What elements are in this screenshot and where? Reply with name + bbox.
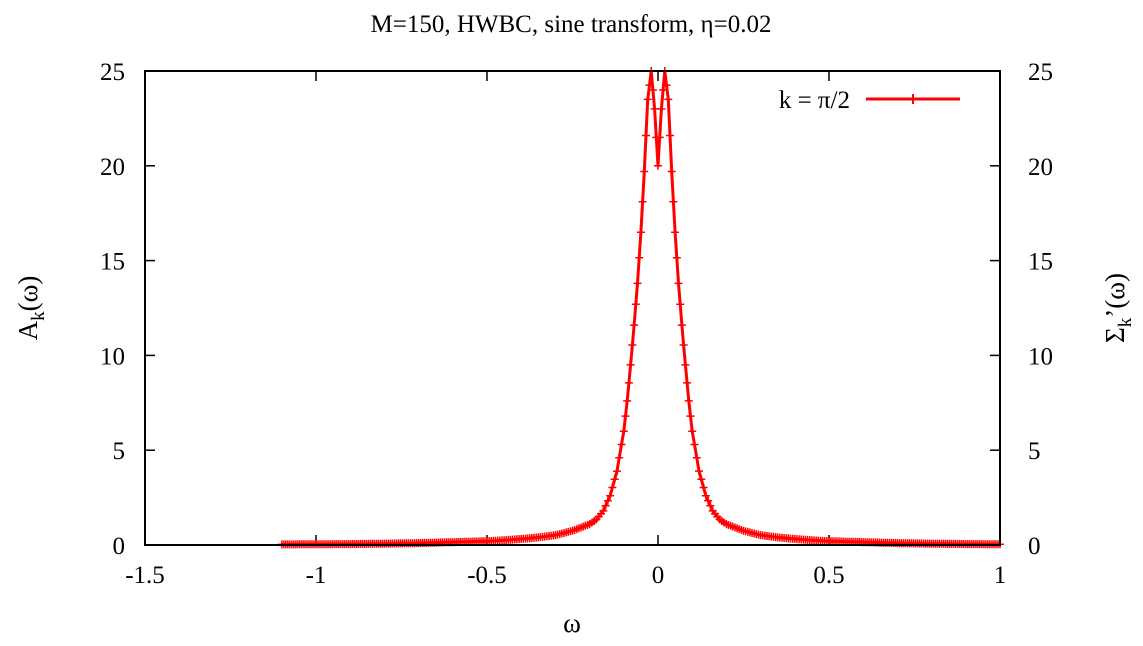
data-point <box>679 341 688 349</box>
data-point <box>666 131 674 140</box>
plot-frame <box>144 70 1001 546</box>
data-point <box>688 427 697 436</box>
y-tick-labels-left: 0 5 10 15 20 25 <box>100 59 125 560</box>
data-point <box>640 167 649 176</box>
x-tick-label: 0.5 <box>813 562 844 589</box>
data-point <box>695 467 703 476</box>
data-point <box>636 228 645 237</box>
tick-marks <box>144 70 1001 546</box>
data-point <box>610 475 619 484</box>
data-point <box>626 360 635 369</box>
data-point <box>648 86 657 94</box>
x-tick-label: -1 <box>306 562 327 589</box>
y-tick-label-right: 15 <box>1028 249 1053 276</box>
y-axis-label-right-tail: ’(ω) <box>1100 273 1130 318</box>
y-axis-label-right-sub: k <box>1115 317 1136 327</box>
data-point <box>608 483 617 492</box>
data-point <box>630 321 639 330</box>
data-point <box>643 95 652 104</box>
data-point <box>617 440 626 449</box>
data-point <box>654 161 662 170</box>
data-point <box>697 475 706 484</box>
data-point <box>635 253 644 262</box>
x-tick-label: -1.5 <box>125 562 165 589</box>
data-point <box>664 95 673 104</box>
x-tick-label: 1 <box>994 562 1007 589</box>
data-point <box>631 300 640 309</box>
x-tick-labels: -1.5 -1 -0.5 0 0.5 1 <box>125 562 1006 589</box>
data-point <box>677 321 686 330</box>
data-point <box>615 453 624 462</box>
x-axis-label: ω <box>563 608 581 638</box>
data-point <box>704 496 713 505</box>
y-axis-label-left-sub: k <box>28 311 49 321</box>
y-tick-label-left: 15 <box>100 249 125 276</box>
data-point <box>692 453 701 462</box>
data-point <box>686 412 695 421</box>
y-tick-label-left: 20 <box>100 154 125 181</box>
y-axis-label-left-tail: (ω) <box>13 276 43 312</box>
data-point <box>683 378 692 387</box>
x-tick-label: 0 <box>652 562 665 589</box>
data-point <box>603 496 612 505</box>
data-point <box>628 341 637 349</box>
y-tick-label-right: 10 <box>1028 343 1053 370</box>
y-tick-label-left: 10 <box>100 343 125 370</box>
y-tick-label-left: 0 <box>113 533 126 560</box>
data-point <box>662 81 671 90</box>
data-point <box>681 360 690 369</box>
data-point <box>650 104 659 113</box>
legend: k = π/2 <box>779 87 960 114</box>
y-tick-label-right: 0 <box>1028 533 1041 560</box>
y-axis-label-left-main: A <box>13 320 43 340</box>
data-point <box>699 483 708 492</box>
data-point <box>633 279 642 288</box>
data-point <box>638 197 647 206</box>
data-point <box>672 253 681 262</box>
data-point <box>599 506 608 515</box>
y-axis-label-left: Ak(ω) <box>13 276 49 341</box>
data-point <box>655 133 664 142</box>
data-point <box>624 378 633 387</box>
y-tick-label-right: 20 <box>1028 154 1053 181</box>
data-point <box>657 104 666 113</box>
series-group <box>277 67 1004 549</box>
data-point <box>684 396 693 405</box>
data-point <box>671 228 680 237</box>
y-tick-label-left: 5 <box>113 438 126 465</box>
data-point <box>669 197 678 206</box>
data-point <box>645 81 654 90</box>
data-point <box>690 440 699 449</box>
data-point <box>619 427 628 436</box>
series-line-0 <box>281 69 1000 546</box>
y-tick-labels-right: 0 5 10 15 20 25 <box>1028 59 1053 560</box>
data-point <box>701 491 710 500</box>
data-point <box>674 279 683 288</box>
data-point <box>659 86 668 94</box>
legend-label: k = π/2 <box>779 87 850 114</box>
data-point <box>623 396 632 405</box>
y-tick-label-right: 25 <box>1028 59 1053 86</box>
data-point <box>676 300 685 309</box>
data-point <box>606 491 615 500</box>
y-axis-label-right: Σk’(ω) <box>1100 273 1136 343</box>
x-tick-label: -0.5 <box>467 562 507 589</box>
chart-title: M=150, HWBC, sine transform, η=0.02 <box>371 11 772 38</box>
data-point <box>621 412 630 421</box>
data-point <box>613 467 621 476</box>
data-point <box>601 501 610 510</box>
data-point <box>706 501 715 510</box>
y-tick-label-left: 25 <box>100 59 125 86</box>
y-tick-label-right: 5 <box>1028 438 1041 465</box>
data-point <box>642 131 650 140</box>
data-point <box>667 167 676 176</box>
y-axis-label-right-main: Σ <box>1100 327 1130 343</box>
